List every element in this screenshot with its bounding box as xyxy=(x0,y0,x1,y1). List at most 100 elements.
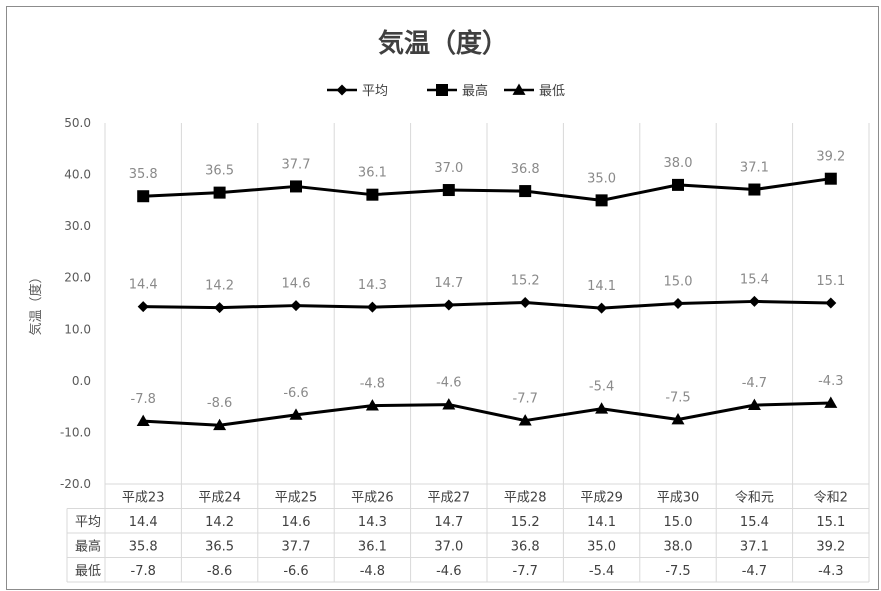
data-label: 37.0 xyxy=(434,161,463,176)
data-point-diamond xyxy=(596,302,608,314)
x-tick-label: 平成28 xyxy=(504,490,547,505)
data-point-square xyxy=(137,190,150,203)
data-point-triangle xyxy=(671,413,685,425)
y-axis-label: 気温（度） xyxy=(28,270,44,335)
y-axis: 50.0 40.0 30.0 20.0 10.0 0.0 -10.0 -20.0 xyxy=(60,116,91,491)
data-label: -7.7 xyxy=(513,392,538,407)
data-label: 37.7 xyxy=(282,157,311,172)
data-label: 14.6 xyxy=(282,277,311,292)
legend-marker-diamond xyxy=(336,84,348,96)
data-point-triangle xyxy=(442,398,456,410)
gridlines xyxy=(104,123,870,582)
table-cell: 35.8 xyxy=(129,539,158,554)
data-label: 36.1 xyxy=(358,166,387,181)
data-point-diamond xyxy=(443,299,455,311)
table-cell: 39.2 xyxy=(816,539,845,554)
table-cell: 37.0 xyxy=(434,539,463,554)
data-point-square xyxy=(366,188,379,201)
data-label: -8.6 xyxy=(207,396,232,411)
table-cell: 15.0 xyxy=(664,515,693,530)
table-row-header: 平均 xyxy=(75,515,101,530)
table-cell: -7.7 xyxy=(513,564,538,579)
table-cell: -6.6 xyxy=(283,564,308,579)
data-label: 14.7 xyxy=(434,276,463,291)
y-tick-label: 50.0 xyxy=(64,116,91,130)
table-cell: 14.4 xyxy=(129,515,158,530)
data-label: 39.2 xyxy=(816,150,845,165)
data-point-diamond xyxy=(748,295,760,307)
data-point-diamond xyxy=(137,301,149,313)
temperature-chart: 気温（度） 平均 最高 最低 50.040.030.020.010.00.0-10.… xyxy=(28,28,870,583)
y-tick-label: 20.0 xyxy=(64,271,91,285)
data-label: 35.8 xyxy=(129,167,158,182)
data-label: -6.6 xyxy=(283,386,308,401)
chart-title: 気温（度） xyxy=(378,28,508,59)
data-point-diamond xyxy=(214,302,226,314)
legend: 平均 最高 最低 xyxy=(327,83,565,99)
data-label: -4.7 xyxy=(742,376,767,391)
x-tick-label: 平成26 xyxy=(351,490,394,505)
data-point-triangle xyxy=(747,398,761,410)
table-cell: 15.2 xyxy=(511,515,540,530)
data-label: 36.5 xyxy=(205,164,234,179)
data-label: 38.0 xyxy=(664,156,693,171)
table-cell: -4.3 xyxy=(818,564,843,579)
x-tick-label: 平成25 xyxy=(275,490,318,505)
data-label: -5.4 xyxy=(589,380,614,395)
data-point-square xyxy=(442,184,455,197)
data-point-triangle xyxy=(824,396,838,408)
data-label: -4.3 xyxy=(818,374,843,389)
data-point-diamond xyxy=(290,300,302,312)
y-tick-label: 40.0 xyxy=(64,168,91,182)
table-cell: -5.4 xyxy=(589,564,614,579)
y-tick-label: -20.0 xyxy=(60,477,91,491)
table-cell: -7.8 xyxy=(131,564,156,579)
data-label: 14.3 xyxy=(358,278,387,293)
data-label: 14.4 xyxy=(129,278,158,293)
table-cell: -4.6 xyxy=(436,564,461,579)
table-cell: 37.7 xyxy=(282,539,311,554)
legend-marker-square xyxy=(436,84,448,96)
data-point-triangle xyxy=(289,408,303,420)
data-point-diamond xyxy=(825,297,837,309)
series-line-triangle xyxy=(143,401,831,427)
data-point-triangle xyxy=(595,402,609,414)
data-point-square xyxy=(213,186,226,199)
data-point-triangle xyxy=(213,418,227,431)
table-cell: 14.6 xyxy=(282,515,311,530)
data-label: 14.2 xyxy=(205,279,234,294)
table-cell: -7.5 xyxy=(665,564,690,579)
legend-marker-triangle xyxy=(512,83,526,95)
chart-frame: 気温（度） 平均 最高 最低 50.0 40.0 30.0 20.0 10.0 0.0 -10.… xyxy=(6,6,879,590)
y-tick-label: 30.0 xyxy=(64,219,91,233)
table-row-header: 最高 xyxy=(75,538,101,554)
data-point-diamond xyxy=(366,301,378,313)
x-tick-label: 令和元 xyxy=(735,490,774,505)
data-label: 15.4 xyxy=(740,272,769,287)
table-cell: -8.6 xyxy=(207,564,232,579)
table-cell: 36.1 xyxy=(358,539,387,554)
data-label: -7.5 xyxy=(665,391,690,406)
data-label: -4.6 xyxy=(436,376,461,391)
table-cell: 37.1 xyxy=(740,539,769,554)
table-cell: 36.5 xyxy=(205,539,234,554)
table-cell: 14.1 xyxy=(587,515,616,530)
data-label: 15.0 xyxy=(664,275,693,290)
x-tick-label: 平成24 xyxy=(198,490,241,505)
data-point-square xyxy=(519,185,532,198)
x-tick-label: 平成27 xyxy=(428,490,471,505)
data-table: 平成23 平成24 平成25 平成26 平成27 平成28 平成29 平成30 令和元 令和2 平均… xyxy=(66,483,869,583)
data-point-square xyxy=(748,183,761,196)
x-tick-label: 平成30 xyxy=(657,490,700,505)
data-point-square xyxy=(290,180,302,193)
legend-label-triangle: 最低 xyxy=(539,84,565,99)
data-point-square xyxy=(824,172,837,185)
table-cell: 14.2 xyxy=(205,515,234,530)
table-cell: 38.0 xyxy=(664,539,693,554)
table-cell: 15.4 xyxy=(740,515,769,530)
table-cell: 36.8 xyxy=(511,539,540,554)
table-row-header: 最低 xyxy=(75,564,101,579)
legend-label-square: 最高 xyxy=(462,83,488,99)
y-tick-label: 0.0 xyxy=(72,374,91,388)
data-label: -4.8 xyxy=(360,377,385,392)
